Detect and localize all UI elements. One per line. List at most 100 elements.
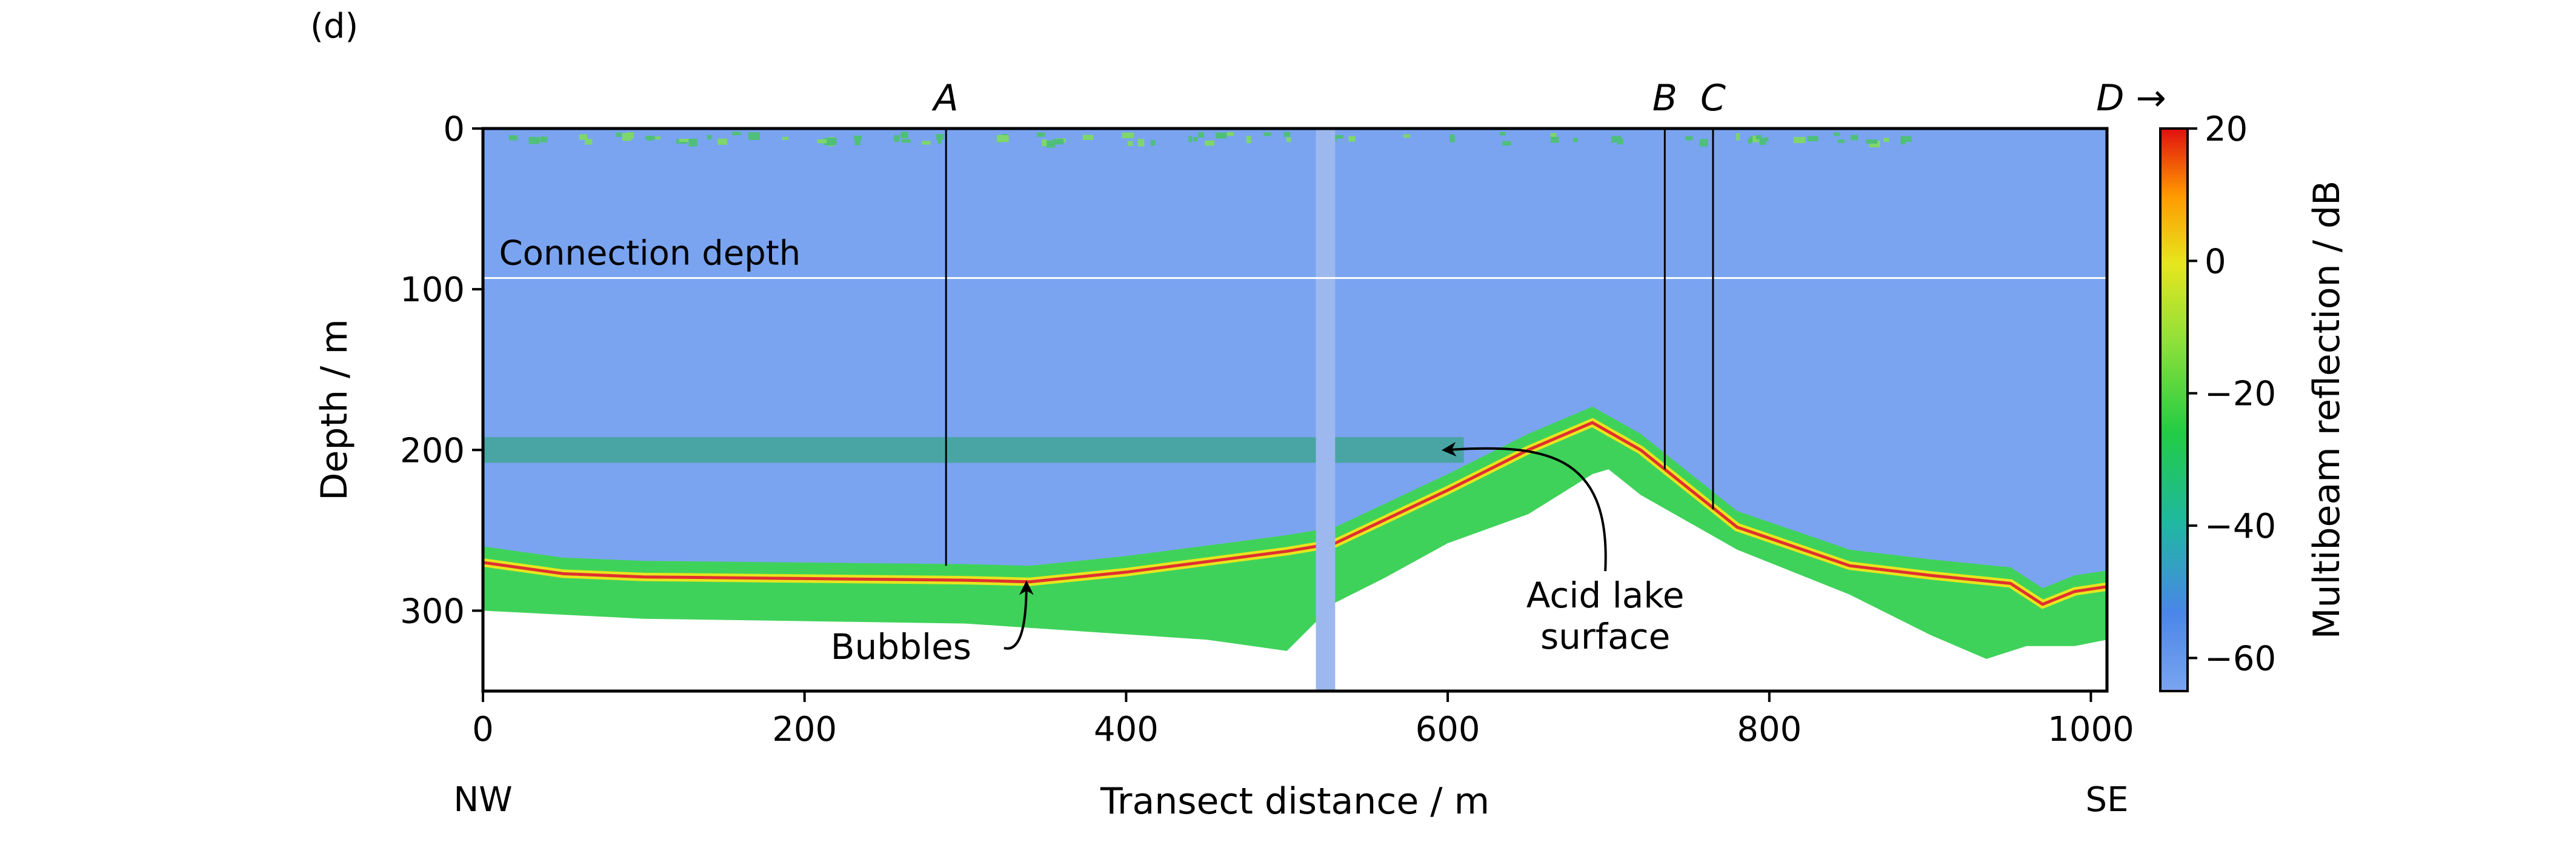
surface-noise-speck	[1283, 132, 1290, 137]
surface-noise-speck	[900, 132, 908, 139]
panel-label: (d)	[310, 7, 358, 46]
y-axis: 0 100 200 300	[400, 110, 483, 631]
surface-noise-speck	[1883, 138, 1889, 142]
surface-noise-speck	[528, 136, 540, 144]
layer-200m	[483, 437, 1464, 463]
surface-noise-speck	[1041, 139, 1047, 147]
colorbar-tick-label: −20	[2205, 375, 2276, 414]
surface-noise-speck	[854, 139, 860, 145]
surface-noise-speck	[1850, 135, 1859, 141]
y-tick-label: 300	[400, 592, 465, 631]
surface-noise-speck	[1188, 136, 1193, 142]
surface-noise-speck	[1150, 140, 1156, 146]
annotation-acid-lake-text: Acid lake	[1526, 575, 1685, 616]
surface-noise-speck	[1198, 132, 1204, 138]
x-end-label-nw: NW	[453, 780, 512, 820]
plot-area	[483, 129, 2107, 691]
surface-noise-speck	[1611, 136, 1622, 143]
surface-noise-speck	[1499, 132, 1506, 136]
surface-noise-speck	[1403, 134, 1411, 138]
transect-marker-label-b: B	[1652, 77, 1677, 119]
surface-noise-speck	[585, 139, 593, 145]
surface-noise-speck	[894, 135, 900, 142]
x-axis-label: Transect distance / m	[1100, 780, 1489, 823]
surface-noise-speck	[717, 138, 727, 145]
surface-noise-speck	[1449, 134, 1455, 142]
surface-noise-speck	[1807, 136, 1819, 141]
surface-noise-speck	[1699, 139, 1708, 147]
surface-noise-speck	[901, 139, 911, 143]
surface-noise-speck	[1205, 140, 1214, 146]
surface-noise-speck	[1869, 141, 1880, 148]
acid-lake-region	[483, 469, 2107, 691]
surface-noise-speck	[1082, 135, 1094, 140]
y-tick-label: 200	[400, 431, 465, 470]
x-tick-label: 600	[1416, 710, 1480, 749]
surface-noise-speck	[748, 132, 760, 140]
surface-noise-speck	[653, 136, 661, 139]
surface-noise-speck	[1053, 139, 1063, 145]
colorbar-tick-label: 20	[2205, 110, 2248, 149]
transect-marker-label-c: C	[1700, 77, 1726, 119]
surface-noise-speck	[782, 136, 789, 140]
x-tick-label: 400	[1094, 710, 1159, 749]
x-tick-label: 0	[472, 710, 494, 749]
surface-noise-speck	[1685, 136, 1693, 141]
surface-noise-speck	[1502, 141, 1511, 146]
transect-marker-label-d: D →	[2096, 77, 2166, 119]
surface-noise-speck	[1045, 140, 1056, 148]
surface-noise-speck	[731, 132, 741, 136]
surface-noise	[508, 132, 1912, 148]
surface-noise-speck	[1246, 136, 1251, 144]
surface-noise-speck	[1122, 132, 1134, 138]
surface-noise-speck	[824, 138, 836, 145]
plot-frame	[481, 127, 2109, 693]
surface-noise-speck	[1756, 135, 1762, 139]
surface-noise-speck	[937, 138, 942, 144]
surface-noise-speck	[1550, 133, 1557, 140]
colorbar-tick-label: −40	[2205, 507, 2276, 546]
x-tick-label: 800	[1737, 710, 1802, 749]
colorbar-ticks: 20 0 −20 −40 −60	[2188, 110, 2276, 678]
surface-noise-speck	[1226, 132, 1234, 136]
surface-noise-speck	[997, 135, 1009, 142]
surface-noise-speck	[1550, 136, 1559, 143]
surface-noise-speck	[1759, 138, 1766, 145]
surface-noise-speck	[936, 134, 945, 140]
surface-noise-speck	[645, 136, 656, 140]
surface-noise-speck	[1058, 139, 1064, 145]
annotation-acid-lake-arrow	[1441, 442, 1607, 572]
surface-noise-speck	[1764, 137, 1769, 141]
x-axis: 0 200 400 600 800 1000	[472, 691, 2134, 749]
surface-noise-speck	[1334, 135, 1343, 139]
surface-noise-speck	[1748, 138, 1752, 144]
surface-noise-speck	[579, 134, 588, 140]
transect-marker-label-a: A	[931, 77, 959, 119]
surface-noise-speck	[1736, 133, 1740, 141]
surface-noise-speck	[1866, 139, 1878, 144]
surface-noise-speck	[1573, 138, 1578, 142]
surface-noise-speck	[1837, 139, 1845, 143]
surface-noise-speck	[707, 135, 712, 140]
y-tick-label: 0	[443, 110, 465, 149]
surface-noise-speck	[1037, 132, 1045, 137]
surface-noise-speck	[1215, 132, 1227, 139]
colorbar-tick-label: 0	[2205, 242, 2226, 281]
surface-noise-speck	[1900, 136, 1912, 142]
surface-noise-speck	[679, 138, 690, 142]
water-column-gap	[1316, 129, 1336, 691]
surface-noise-speck	[1127, 141, 1133, 146]
annotation-bubbles-text: Bubbles	[831, 626, 971, 667]
surface-noise-speck	[1286, 137, 1291, 142]
y-axis-label: Depth / m	[313, 319, 356, 501]
x-end-label-se: SE	[2086, 780, 2129, 820]
surface-noise-speck	[1833, 132, 1840, 136]
colorbar: 20 0 −20 −40 −60 Multibeam reflection / dB	[2159, 110, 2348, 692]
surface-noise-speck	[540, 136, 548, 142]
y-tick-label: 100	[400, 270, 465, 310]
surface-noise-speck	[853, 135, 862, 141]
colorbar-label: Multibeam reflection / dB	[2306, 181, 2348, 639]
